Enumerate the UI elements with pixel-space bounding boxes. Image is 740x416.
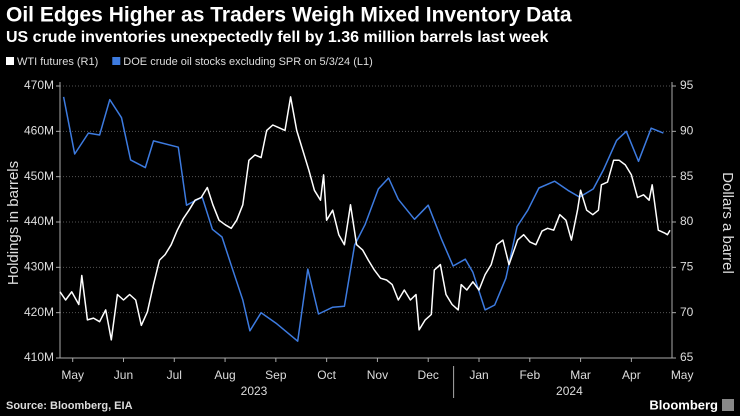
y-tick-label: 460M xyxy=(24,124,54,138)
y2-tick-label: 80 xyxy=(680,214,694,228)
x-group-label: 2023 xyxy=(241,384,268,398)
x-tick-label: Mar xyxy=(570,368,591,382)
y-tick-label: 450M xyxy=(24,169,54,183)
y-tick-label: 470M xyxy=(24,78,54,92)
y-axis-label: Holdings in barrels xyxy=(5,161,22,285)
y-tick-label: 410M xyxy=(24,350,54,364)
y2-tick-label: 70 xyxy=(680,305,694,319)
legend-swatch xyxy=(112,57,121,65)
x-tick-label: Jul xyxy=(167,368,182,382)
line-series xyxy=(62,96,664,342)
legend-swatch xyxy=(6,57,14,65)
x-tick-label: Jun xyxy=(114,368,133,382)
y-tick-label: 420M xyxy=(24,305,54,319)
x-tick-label: Feb xyxy=(519,368,540,382)
legend-label: WTI futures (R1) xyxy=(17,56,98,68)
y2-axis-label: Dollars a barrel xyxy=(719,172,736,274)
y2-tick-label: 65 xyxy=(680,350,694,364)
brand: Bloomberg xyxy=(649,397,718,412)
y2-tick-label: 95 xyxy=(680,78,694,92)
x-tick-label: Apr xyxy=(622,368,641,382)
source: Source: Bloomberg, EIA xyxy=(6,400,133,412)
x-tick-label: May xyxy=(671,368,694,382)
x-tick-label: Oct xyxy=(317,368,336,382)
x-tick-label: Jan xyxy=(469,368,488,382)
chart-subtitle: US crude inventories unexpectedly fell b… xyxy=(6,29,549,46)
y2-tick-label: 90 xyxy=(680,124,694,138)
line-series xyxy=(59,96,671,341)
y2-tick-label: 85 xyxy=(680,169,694,183)
chart-title: Oil Edges Higher as Traders Weigh Mixed … xyxy=(6,4,572,27)
x-tick-label: Sep xyxy=(265,368,287,382)
y-tick-label: 430M xyxy=(24,260,54,274)
legend-label: DOE crude oil stocks excluding SPR on 5/… xyxy=(123,56,372,68)
x-tick-label: Aug xyxy=(214,368,235,382)
x-tick-label: Dec xyxy=(418,368,439,382)
y-tick-label: 440M xyxy=(24,214,54,228)
y2-tick-label: 75 xyxy=(680,260,694,274)
x-tick-label: Nov xyxy=(367,368,388,382)
x-group-label: 2024 xyxy=(556,384,583,398)
brand-icon xyxy=(722,399,734,411)
x-tick-label: May xyxy=(61,368,84,382)
